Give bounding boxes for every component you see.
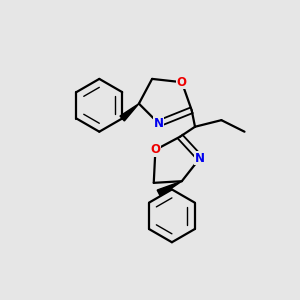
Text: O: O [177, 76, 187, 89]
Text: O: O [150, 143, 161, 156]
Polygon shape [120, 104, 139, 121]
Text: N: N [154, 117, 164, 130]
Text: N: N [195, 152, 205, 165]
Polygon shape [157, 181, 182, 196]
